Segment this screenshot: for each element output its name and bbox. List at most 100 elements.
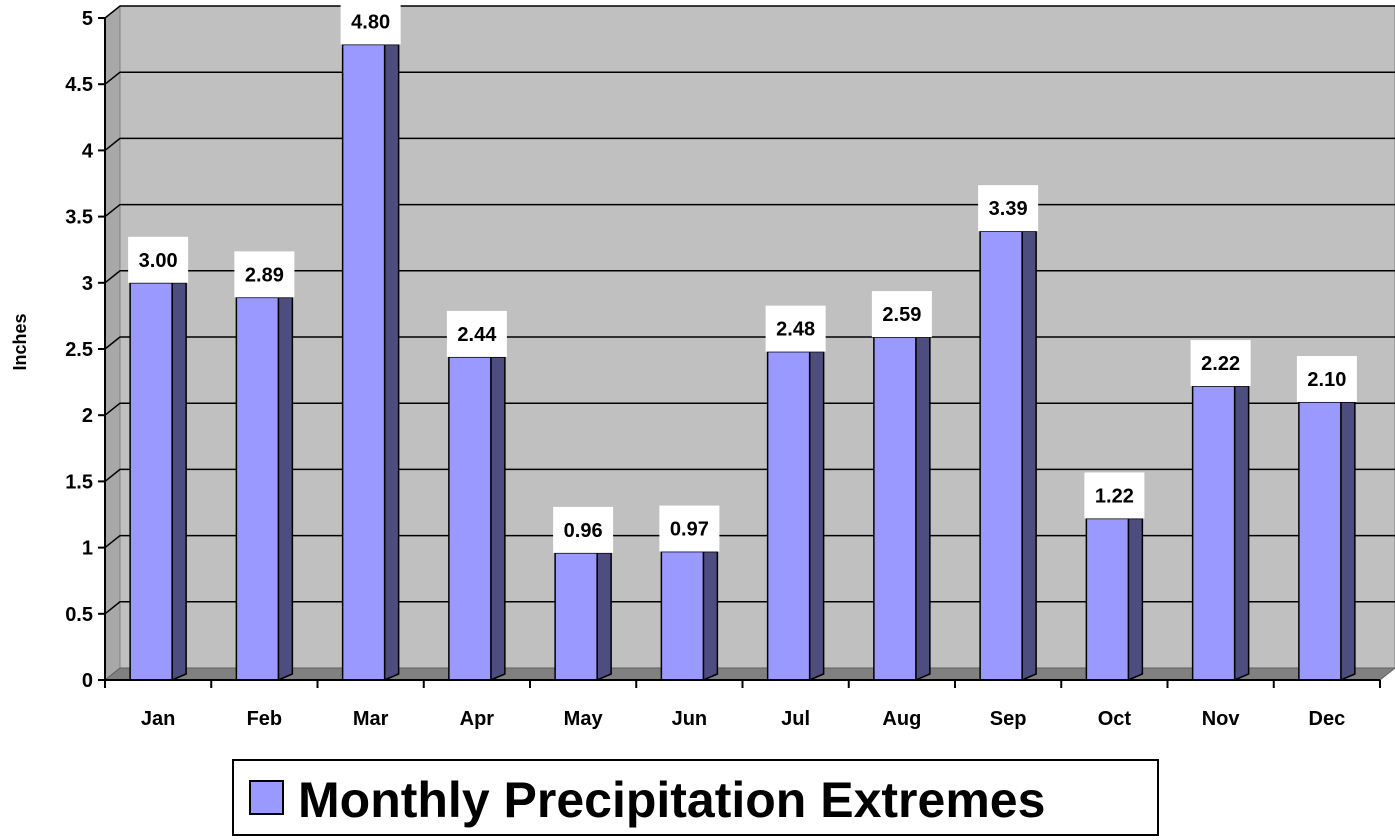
x-tick-label: Feb: [247, 708, 283, 730]
y-tick-label: 3: [82, 273, 93, 295]
data-label: 3.39: [989, 198, 1028, 220]
bar-front: [873, 336, 917, 681]
data-label: 3.00: [139, 250, 178, 272]
y-tick-label: 2.5: [65, 339, 93, 361]
x-tick-label: Apr: [460, 708, 495, 730]
bar-side: [383, 43, 400, 682]
bar-front: [766, 350, 811, 681]
x-tick-label: Jan: [141, 708, 175, 730]
data-label-box: [659, 505, 720, 552]
bar: 2.89: [234, 251, 295, 682]
bar: 4.80: [340, 0, 401, 682]
data-label-box: [1296, 355, 1357, 402]
bar-front: [660, 550, 705, 681]
y-tick-label: 3.5: [65, 207, 93, 229]
x-axis: Jan Feb Mar Apr May Jun Jul Aug Sep Oct Nov Dec: [104, 679, 1381, 730]
data-label: 2.48: [776, 319, 815, 341]
y-tick-label: 4: [82, 140, 94, 162]
data-label: 0.97: [670, 519, 709, 541]
bar: 2.10: [1296, 355, 1357, 682]
bar: 2.59: [871, 291, 932, 682]
bar: 3.39: [978, 185, 1039, 682]
bar-front: [341, 43, 386, 681]
gridline: [104, 203, 1395, 218]
bar-side: [808, 350, 825, 682]
y-tick-label: 2: [82, 405, 93, 427]
y-tick-label: 1: [82, 538, 93, 560]
x-tick-label: Mar: [353, 708, 389, 730]
bar-front: [129, 282, 173, 681]
gridline: [104, 468, 1395, 482]
gridline: [104, 71, 1395, 85]
data-label: 2.89: [245, 264, 284, 286]
y-tick-label: 4.5: [65, 74, 93, 96]
data-label: 2.10: [1307, 369, 1346, 391]
bars: 3.00 2.89 4.80 2.44 0.96 0.97 2.48 2.59 3.39 1.22…: [128, 0, 1357, 682]
gridline: [104, 601, 1395, 615]
bar-front: [235, 296, 280, 681]
bar: 0.97: [659, 505, 720, 682]
legend-label: Monthly Precipitation Extremes: [298, 772, 1045, 828]
bar-front: [1298, 401, 1342, 681]
gridline: [104, 270, 1395, 284]
bar-side: [596, 552, 612, 682]
legend-box: [232, 759, 1159, 836]
data-label-box: [765, 305, 826, 352]
y-tick-label: 0.5: [65, 604, 93, 626]
y-tick-label: 1.5: [65, 471, 93, 493]
bar-side: [1340, 401, 1356, 682]
data-label: 0.96: [564, 520, 603, 542]
gridline: [104, 5, 1395, 19]
bar-side: [1233, 385, 1250, 682]
bar-side: [1127, 517, 1144, 682]
bar-side: [1021, 230, 1037, 682]
x-tick-label: Nov: [1202, 708, 1241, 730]
x-tick-label: May: [564, 708, 604, 730]
data-label-box: [978, 185, 1039, 232]
data-label: 2.59: [882, 304, 921, 326]
bar-side: [702, 550, 719, 682]
plot-area: [103, 4, 1395, 682]
data-label: 4.80: [351, 11, 390, 33]
gridline: [104, 137, 1395, 151]
bar: 1.22: [1084, 472, 1145, 682]
data-label: 2.44: [457, 324, 497, 346]
bar-side: [277, 296, 294, 682]
x-tick-label: Aug: [882, 708, 921, 730]
x-tick-label: Dec: [1309, 708, 1346, 730]
bar: 2.22: [1190, 340, 1251, 682]
x-tick-label: Oct: [1098, 708, 1132, 730]
data-label-box: [1190, 340, 1251, 387]
data-label-box: [234, 251, 295, 298]
y-axis-title: Inches: [10, 313, 30, 370]
bar-front: [554, 552, 598, 681]
gridline: [104, 402, 1395, 416]
bar-front: [1085, 517, 1130, 681]
x-tick-label: Jul: [781, 708, 810, 730]
legend: Monthly Precipitation Extremes: [232, 759, 1159, 836]
data-label-box: [553, 506, 614, 553]
bar-front: [979, 230, 1023, 681]
y-axis: 0 0.5 1 1.5 2 2.5 3 3.5 4 4.5 5: [65, 8, 106, 692]
bar-front: [1191, 385, 1236, 681]
data-label-box: [128, 236, 189, 283]
bar: 3.00: [128, 236, 189, 682]
bar-front: [448, 356, 492, 681]
bar: 2.48: [765, 305, 826, 682]
x-tick-label: Sep: [990, 708, 1027, 730]
legend-swatch: [249, 780, 284, 815]
data-label-box: [446, 310, 507, 357]
gridline: [104, 336, 1395, 350]
data-label: 2.22: [1201, 353, 1240, 375]
data-label-box: [871, 291, 932, 338]
x-tick-label: Jun: [672, 708, 708, 730]
data-label-box: [340, 0, 401, 45]
data-label: 1.22: [1095, 485, 1134, 507]
gridline: [104, 534, 1395, 549]
bar: 2.44: [446, 310, 507, 682]
data-label-box: [1084, 472, 1145, 519]
bar-side: [490, 356, 506, 682]
y-tick-label: 5: [82, 8, 93, 30]
bar-side: [915, 336, 931, 682]
